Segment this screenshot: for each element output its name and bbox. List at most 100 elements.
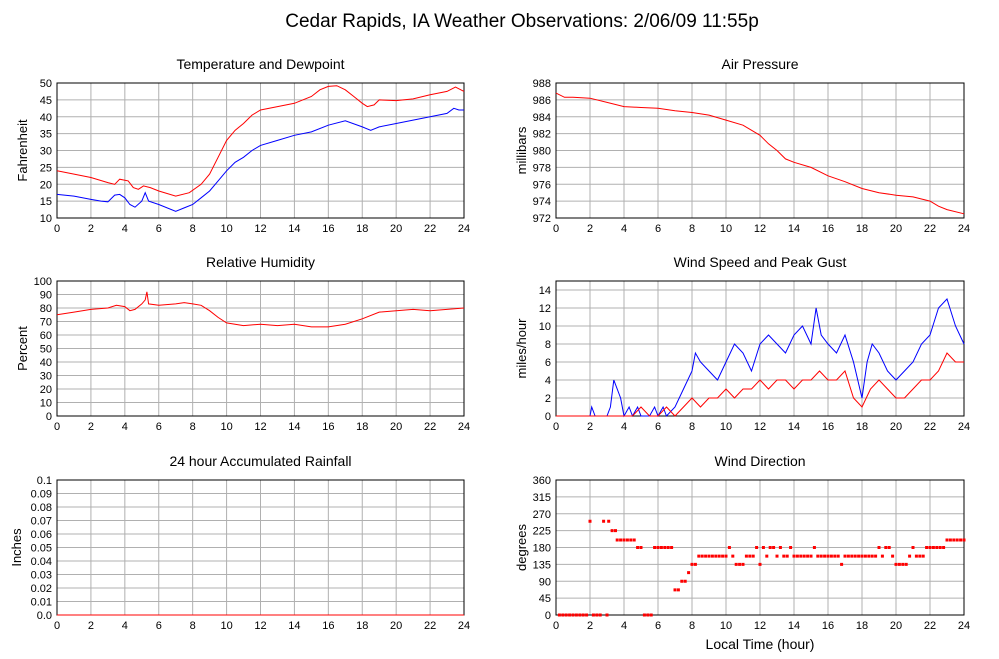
y-tick-label: 180 [533,543,551,555]
data-point [870,554,874,558]
x-tick-label: 4 [122,223,128,235]
y-tick-label: 0.06 [31,529,52,541]
x-tick-label: 0 [553,421,559,433]
y-tick-label: 60 [40,330,52,342]
y-tick-label: 30 [40,146,52,158]
x-tick-label: 0 [54,421,60,433]
data-point [615,538,619,542]
x-tick-label: 14 [288,620,300,632]
x-tick-label: 0 [54,223,60,235]
data-point [614,529,617,533]
data-point [942,546,946,549]
y-tick-label: 80 [40,303,52,315]
data-point [918,554,922,558]
data-point [761,546,765,549]
y-tick-label: 0.03 [31,570,52,582]
x-tick-label: 4 [122,421,128,433]
data-point [778,546,782,549]
x-tick-label: 24 [958,223,970,235]
chart-title: Temperature and Dewpoint [176,56,344,72]
data-point [894,562,898,566]
data-point [653,546,657,549]
x-tick-label: 18 [356,620,368,632]
y-tick-label: 90 [539,576,551,588]
data-point [707,554,711,558]
data-point [700,554,704,558]
x-tick-label: 22 [424,620,436,632]
data-point [884,546,888,549]
data-point [602,519,606,523]
data-point [591,613,595,617]
y-tick-label: 20 [40,384,52,396]
data-point [585,613,589,617]
data-point [891,554,895,558]
data-point [857,554,861,558]
data-point [782,554,786,558]
x-tick-label: 0 [553,223,559,235]
data-point [605,613,609,617]
x-tick-label: 20 [890,223,902,235]
x-tick-label: 24 [458,620,470,632]
x-tick-label: 18 [856,223,868,235]
y-tick-label: 15 [40,196,52,208]
chart-title: 24 hour Accumulated Rainfall [169,453,351,469]
x-tick-label: 20 [390,223,402,235]
y-tick-label: 270 [533,509,551,521]
x-tick-label: 8 [190,620,196,632]
plot-frame [555,479,965,616]
x-tick-label: 6 [156,421,162,433]
data-point [680,579,684,583]
y-tick-label: 982 [533,129,551,141]
x-tick-label: 8 [689,223,695,235]
y-tick-label: 980 [533,146,551,158]
y-tick-label: 10 [40,213,52,225]
x-tick-label: 22 [924,223,936,235]
plot-frame [56,82,465,219]
y-tick-label: 6 [545,357,551,369]
x-tick-label: 12 [254,223,266,235]
x-tick-label: 4 [621,421,627,433]
data-point [833,554,837,558]
x-tick-label: 20 [890,421,902,433]
y-tick-label: 100 [34,276,52,288]
data-point [952,538,956,542]
x-tick-label: 2 [88,421,94,433]
data-point [673,588,677,592]
data-point [955,538,959,542]
y-tick-label: 90 [40,290,52,302]
data-point [799,554,803,558]
y-tick-label: 4 [545,375,551,387]
x-tick-label: 24 [958,620,970,632]
x-tick-label: 20 [390,620,402,632]
data-point [843,554,847,558]
plot-frame [555,280,965,417]
data-point [568,613,572,617]
data-point [928,546,932,549]
x-tick-label: 6 [156,620,162,632]
x-tick-label: 2 [88,223,94,235]
data-point [578,613,582,617]
y-tick-label: 974 [533,196,551,208]
data-point [670,546,674,549]
x-tick-label: 8 [689,620,695,632]
y-axis-label: miles/hour [514,318,529,379]
data-point [564,613,568,617]
series-line [556,298,965,418]
data-point [792,554,796,558]
data-point [622,538,626,542]
data-point [897,562,901,566]
x-tick-label: 10 [220,421,232,433]
x-tick-label: 14 [788,421,800,433]
y-axis-label: Inches [9,528,24,567]
data-point [945,538,949,542]
data-point [731,554,735,558]
data-point [846,554,850,558]
data-point [625,538,629,542]
data-point [676,588,680,592]
y-tick-label: 0.05 [31,543,52,555]
x-tick-label: 22 [924,421,936,433]
chart-title: Wind Direction [714,453,805,469]
x-tick-label: 18 [856,620,868,632]
data-point [649,613,653,617]
